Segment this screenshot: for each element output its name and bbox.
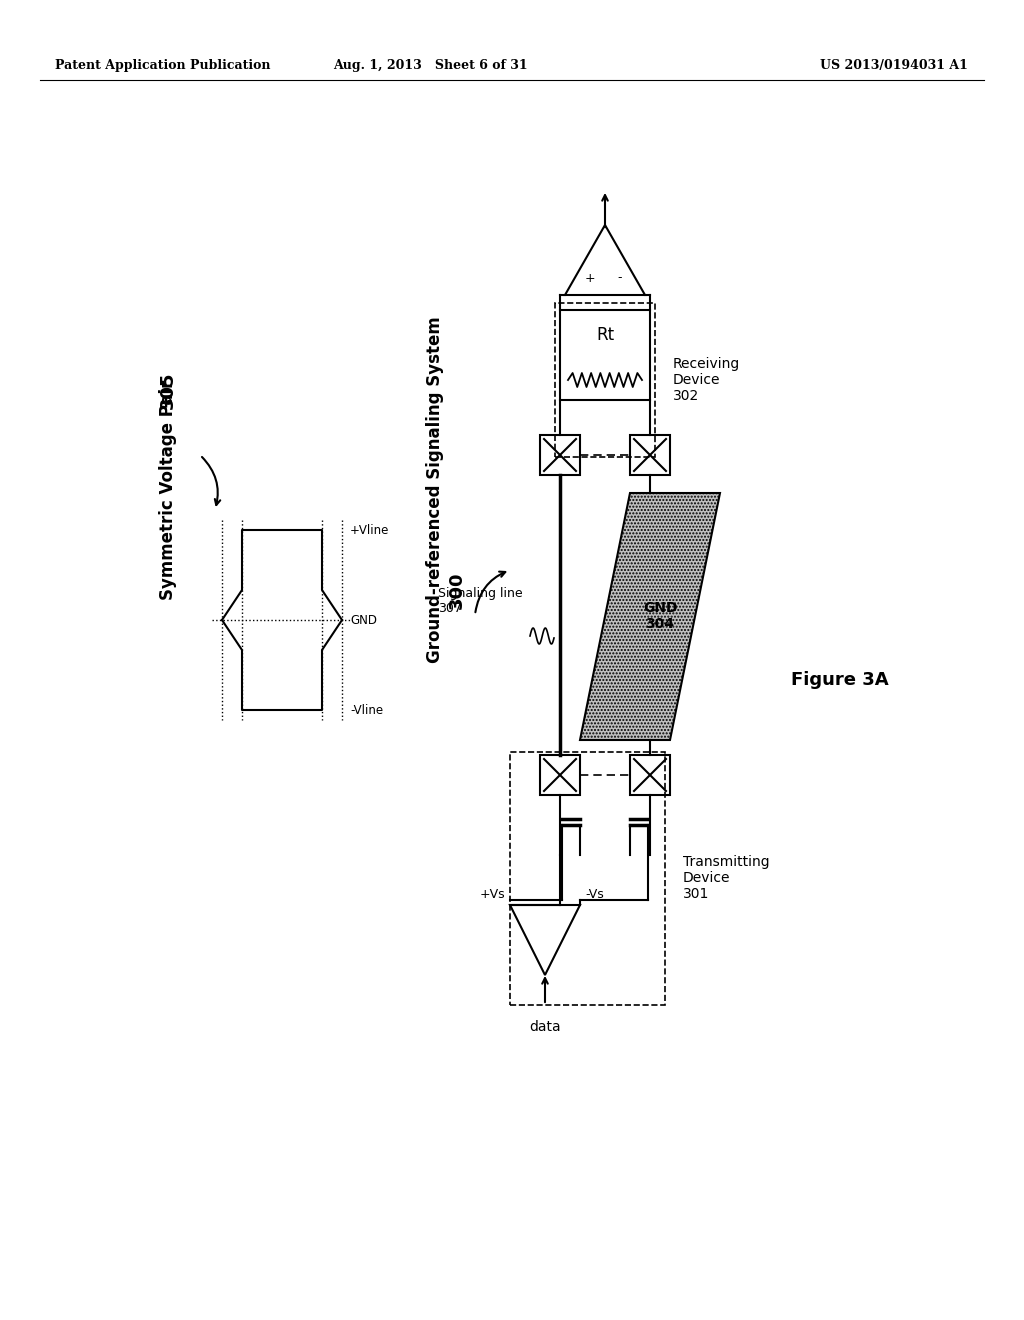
Text: -: - <box>617 272 623 285</box>
Text: -Vline: -Vline <box>350 704 383 717</box>
Text: GND
304: GND 304 <box>643 601 677 631</box>
Text: +: + <box>585 272 595 285</box>
Bar <box>630 436 670 475</box>
Text: Ground-referenced Signaling System: Ground-referenced Signaling System <box>426 317 444 664</box>
Text: GND: GND <box>350 614 377 627</box>
Text: +Vline: +Vline <box>350 524 389 536</box>
Bar <box>560 310 650 400</box>
Text: Rt: Rt <box>596 326 614 345</box>
Text: Patent Application Publication: Patent Application Publication <box>55 58 270 71</box>
Text: US 2013/0194031 A1: US 2013/0194031 A1 <box>820 58 968 71</box>
Text: Aug. 1, 2013   Sheet 6 of 31: Aug. 1, 2013 Sheet 6 of 31 <box>333 58 527 71</box>
Text: Symmetric Voltage Pair: Symmetric Voltage Pair <box>159 380 177 601</box>
Polygon shape <box>580 492 720 741</box>
Text: 305: 305 <box>159 371 177 409</box>
Text: Signaling line
307: Signaling line 307 <box>437 587 522 615</box>
Bar <box>555 304 655 457</box>
Text: Figure 3A: Figure 3A <box>792 671 889 689</box>
Bar <box>540 755 580 795</box>
Bar <box>540 436 580 475</box>
Text: Transmitting
Device
301: Transmitting Device 301 <box>683 855 770 902</box>
Text: data: data <box>529 1020 561 1034</box>
Bar <box>510 752 665 1005</box>
Text: -Vs: -Vs <box>585 888 604 902</box>
Text: 300: 300 <box>449 572 466 609</box>
Text: Receiving
Device
302: Receiving Device 302 <box>673 356 740 403</box>
Text: +Vs: +Vs <box>479 888 505 902</box>
Bar <box>630 755 670 795</box>
